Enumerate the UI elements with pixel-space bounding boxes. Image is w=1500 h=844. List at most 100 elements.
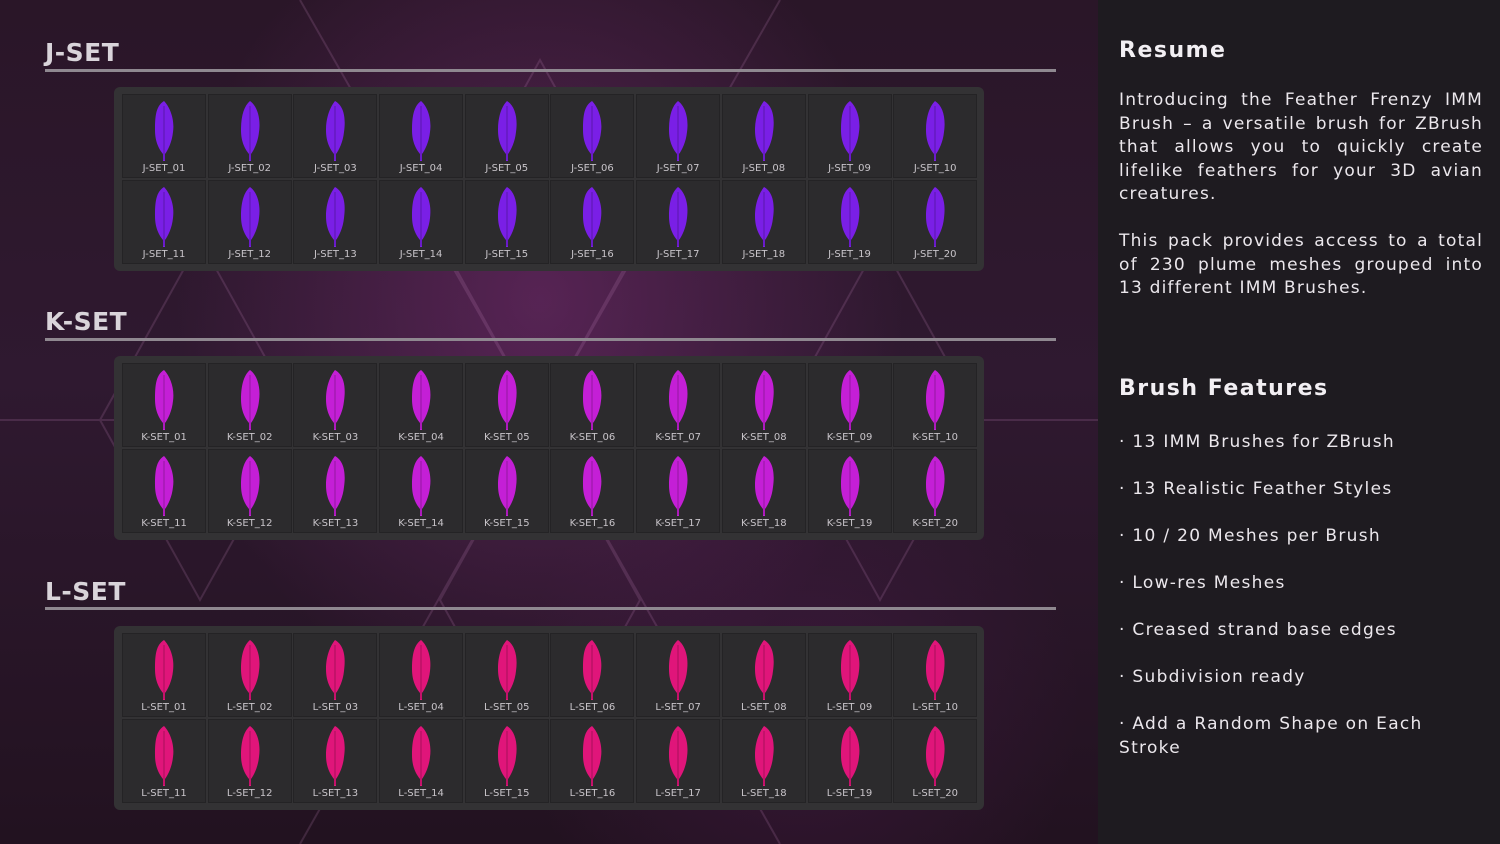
feather-icon — [840, 187, 859, 247]
feature-item: · Creased strand base edges — [1119, 620, 1397, 640]
brush-thumbnail[interactable]: J-SET_19 — [807, 180, 892, 264]
feather-icon — [840, 101, 859, 161]
brush-thumbnail[interactable]: K-SET_06 — [550, 363, 635, 447]
brush-thumbnail[interactable]: K-SET_11 — [122, 449, 206, 533]
brush-thumbnail[interactable]: L-SET_13 — [293, 719, 378, 803]
feather-icon — [926, 101, 945, 161]
brush-thumbnail[interactable]: K-SET_02 — [207, 363, 292, 447]
feather-icon — [240, 370, 260, 430]
brush-thumbnail[interactable]: K-SET_09 — [807, 363, 892, 447]
feather-icon — [926, 726, 945, 786]
j-set-grid: J-SET_01 J-SET_02 J-SET_03 J-SET_04 J-SET_05… — [122, 94, 978, 264]
brush-label: L-SET_12 — [226, 788, 273, 799]
brush-thumbnail[interactable]: K-SET_17 — [636, 449, 721, 533]
brush-thumbnail[interactable]: J-SET_14 — [379, 180, 464, 264]
brush-label: K-SET_02 — [226, 432, 273, 443]
feather-icon — [497, 101, 517, 161]
brush-thumbnail[interactable]: L-SET_04 — [379, 633, 464, 717]
feather-icon — [497, 456, 517, 516]
brush-thumbnail[interactable]: J-SET_03 — [293, 94, 378, 178]
brush-thumbnail[interactable]: J-SET_12 — [207, 180, 292, 264]
brush-thumbnail[interactable]: K-SET_04 — [379, 363, 464, 447]
brush-thumbnail[interactable]: J-SET_09 — [807, 94, 892, 178]
brush-label: K-SET_11 — [141, 518, 187, 529]
feather-icon — [669, 456, 688, 516]
brush-label: L-SET_20 — [912, 788, 958, 799]
brush-thumbnail[interactable]: J-SET_01 — [122, 94, 206, 178]
brush-thumbnail[interactable]: K-SET_16 — [550, 449, 635, 533]
brush-thumbnail[interactable]: J-SET_20 — [893, 180, 978, 264]
brush-thumbnail[interactable]: L-SET_19 — [807, 719, 892, 803]
feature-item: · Subdivision ready — [1119, 667, 1306, 687]
brush-thumbnail[interactable]: L-SET_16 — [550, 719, 635, 803]
feather-icon — [840, 640, 859, 700]
brush-label: L-SET_18 — [741, 788, 787, 799]
brush-thumbnail[interactable]: L-SET_15 — [464, 719, 549, 803]
brush-label: L-SET_10 — [912, 702, 958, 713]
brush-thumbnail[interactable]: K-SET_10 — [893, 363, 978, 447]
feather-icon — [926, 370, 945, 430]
brush-thumbnail[interactable]: J-SET_10 — [893, 94, 978, 178]
brush-thumbnail[interactable]: L-SET_08 — [721, 633, 806, 717]
brush-thumbnail[interactable]: L-SET_14 — [379, 719, 464, 803]
feather-icon — [754, 101, 774, 161]
brush-thumbnail[interactable]: J-SET_18 — [721, 180, 806, 264]
brush-thumbnail[interactable]: J-SET_17 — [636, 180, 721, 264]
brush-thumbnail[interactable]: J-SET_11 — [122, 180, 206, 264]
brush-thumbnail[interactable]: L-SET_01 — [122, 633, 206, 717]
brush-thumbnail[interactable]: J-SET_06 — [550, 94, 635, 178]
brush-label: K-SET_17 — [655, 518, 701, 529]
brush-thumbnail[interactable]: L-SET_06 — [550, 633, 635, 717]
brush-thumbnail[interactable]: J-SET_02 — [207, 94, 292, 178]
feather-icon — [412, 640, 431, 700]
brush-thumbnail[interactable]: K-SET_01 — [122, 363, 206, 447]
feather-icon — [240, 187, 260, 247]
brush-thumbnail[interactable]: L-SET_18 — [721, 719, 806, 803]
brush-thumbnail[interactable]: J-SET_05 — [464, 94, 549, 178]
brush-thumbnail[interactable]: K-SET_20 — [893, 449, 978, 533]
feather-icon — [583, 456, 602, 516]
brush-thumbnail[interactable]: K-SET_18 — [721, 449, 806, 533]
brush-thumbnail[interactable]: K-SET_15 — [464, 449, 549, 533]
brush-thumbnail[interactable]: K-SET_03 — [293, 363, 378, 447]
brush-thumbnail[interactable]: K-SET_07 — [636, 363, 721, 447]
brush-thumbnail[interactable]: L-SET_11 — [122, 719, 206, 803]
feather-icon — [926, 640, 945, 700]
feather-icon — [240, 456, 260, 516]
brush-thumbnail[interactable]: J-SET_07 — [636, 94, 721, 178]
brush-thumbnail[interactable]: L-SET_20 — [893, 719, 978, 803]
brush-thumbnail[interactable]: K-SET_19 — [807, 449, 892, 533]
brush-thumbnail[interactable]: L-SET_17 — [636, 719, 721, 803]
brush-thumbnail[interactable]: L-SET_12 — [207, 719, 292, 803]
brush-thumbnail[interactable]: J-SET_15 — [464, 180, 549, 264]
feature-item: · 13 IMM Brushes for ZBrush — [1119, 432, 1395, 452]
brush-thumbnail[interactable]: L-SET_07 — [636, 633, 721, 717]
brush-thumbnail[interactable]: L-SET_05 — [464, 633, 549, 717]
feather-icon — [326, 187, 346, 247]
brush-label: K-SET_06 — [569, 432, 616, 443]
brush-label: J-SET_20 — [913, 249, 957, 260]
feather-icon — [754, 456, 774, 516]
feature-item: · Add a Random Shape on Each Stroke — [1119, 714, 1423, 758]
brush-thumbnail[interactable]: J-SET_16 — [550, 180, 635, 264]
brush-thumbnail[interactable]: L-SET_02 — [207, 633, 292, 717]
brush-label: L-SET_02 — [226, 702, 273, 713]
brush-thumbnail[interactable]: K-SET_12 — [207, 449, 292, 533]
brush-label: L-SET_17 — [655, 788, 701, 799]
brush-thumbnail[interactable]: K-SET_05 — [464, 363, 549, 447]
brush-preview-area: J-SET J-SET_01 J-SET_02 J-SET_03 J-SET_04 J-… — [0, 0, 1098, 844]
brush-thumbnail[interactable]: L-SET_10 — [893, 633, 978, 717]
feather-icon — [669, 370, 688, 430]
feather-icon — [669, 726, 688, 786]
feather-icon — [583, 640, 602, 700]
brush-label: J-SET_15 — [485, 249, 529, 260]
j-set-title: J-SET — [45, 38, 120, 67]
brush-thumbnail[interactable]: K-SET_08 — [721, 363, 806, 447]
brush-thumbnail[interactable]: J-SET_13 — [293, 180, 378, 264]
brush-thumbnail[interactable]: K-SET_13 — [293, 449, 378, 533]
brush-thumbnail[interactable]: J-SET_04 — [379, 94, 464, 178]
brush-thumbnail[interactable]: K-SET_14 — [379, 449, 464, 533]
brush-thumbnail[interactable]: L-SET_09 — [807, 633, 892, 717]
brush-thumbnail[interactable]: L-SET_03 — [293, 633, 378, 717]
brush-thumbnail[interactable]: J-SET_08 — [721, 94, 806, 178]
